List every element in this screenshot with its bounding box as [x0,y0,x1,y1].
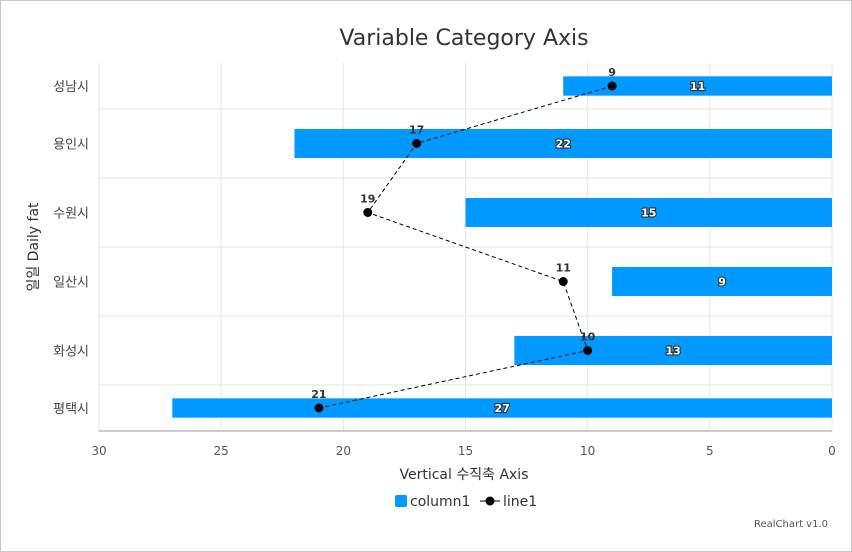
x-tick-label-30: 30 [91,444,106,458]
x-tick-label-20: 20 [336,444,351,458]
line-point-label-화성시: 10 [580,331,596,344]
bar-label-수원시: 15 [641,207,656,220]
legend-marker-line1 [485,496,495,506]
category-label-용인시: 용인시 [53,138,89,153]
category-label-화성시: 화성시 [53,345,89,360]
line-point-성남시 [607,81,617,91]
x-tick-label-15: 15 [458,444,473,458]
bar-성남시 [563,76,832,96]
bar-화성시 [514,336,832,365]
bar-label-화성시: 13 [666,345,681,358]
legend-label-column1: column1 [410,494,470,510]
bar-수원시 [465,198,832,227]
y-axis-title: 일일 Daily fat [26,202,42,292]
line-point-화성시 [583,346,593,355]
line-point-label-평택시: 21 [311,388,326,401]
line-series: 9 17 19 11 10 21 [311,66,617,413]
x-axis-ticks: 30 25 20 15 10 5 0 [91,444,835,458]
line-point-수원시 [363,208,373,217]
x-tick-label-5: 5 [706,444,714,458]
line-point-label-수원시: 19 [360,193,375,206]
category-lines [99,108,832,386]
bar-일산시 [612,267,832,296]
x-tick-label-10: 10 [580,444,595,458]
x-tick-label-25: 25 [214,444,229,458]
category-label-수원시: 수원시 [53,207,89,222]
category-label-평택시: 평택시 [53,402,89,417]
line-point-label-용인시: 17 [409,124,424,137]
legend-swatch-column1 [395,495,407,507]
x-axis-title: Vertical 수직축 Axis [400,467,529,483]
line-point-용인시 [412,139,422,148]
line-point-label-성남시: 9 [608,66,616,79]
bar-평택시 [172,398,833,418]
bar-label-일산시: 9 [718,276,726,289]
category-label-성남시: 성남시 [53,80,89,95]
bar-label-성남시: 11 [690,80,705,93]
line-point-label-일산시: 11 [556,262,571,275]
line-point-일산시 [558,277,568,286]
line-path [318,85,613,409]
bar-label-용인시: 22 [556,138,571,151]
category-label-일산시: 일산시 [53,276,89,291]
bar-series: 11 22 15 9 13 27 [172,76,833,418]
legend: column1 line1 [395,494,537,510]
bar-용인시 [294,129,832,158]
bar-label-평택시: 27 [494,402,509,415]
legend-label-line1: line1 [503,494,537,510]
chart-title: Variable Category Axis [339,26,588,51]
credits: RealChart v1.0 [754,519,828,530]
x-tick-label-0: 0 [828,444,836,458]
line-point-평택시 [314,403,324,413]
